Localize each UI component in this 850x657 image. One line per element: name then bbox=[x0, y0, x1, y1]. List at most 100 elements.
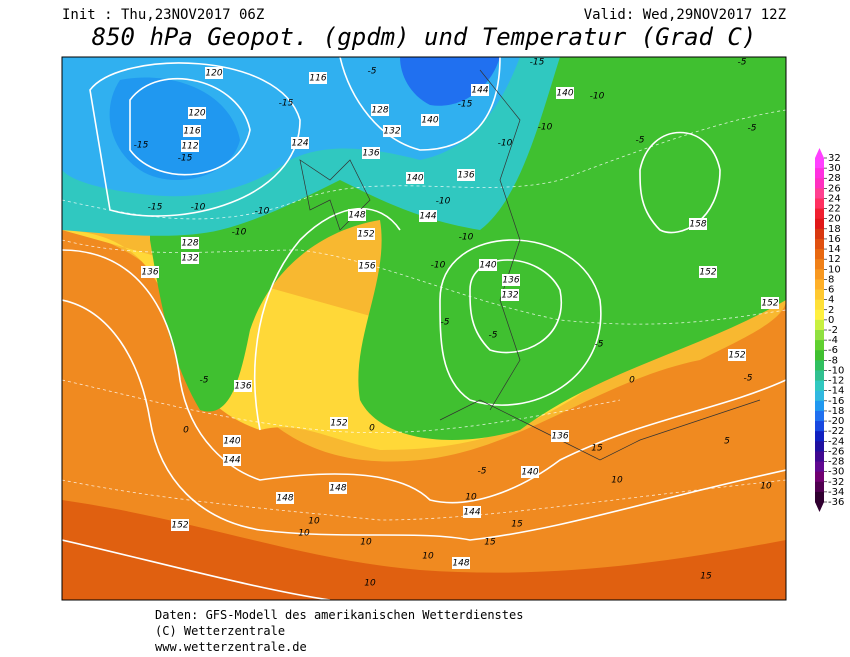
colorbar-label: 14 bbox=[828, 244, 841, 255]
contour-label: 0 bbox=[369, 424, 375, 434]
color-segment bbox=[815, 238, 824, 250]
contour-label: -5 bbox=[738, 58, 747, 68]
contour-label: 152 bbox=[330, 419, 347, 429]
color-segment bbox=[815, 178, 824, 189]
colorbar-label: -6 bbox=[828, 345, 838, 356]
colorbar-label: -14 bbox=[828, 386, 844, 397]
contour-label: 148 bbox=[329, 484, 346, 494]
label-box bbox=[181, 140, 199, 152]
colorbar-label: -36 bbox=[828, 497, 844, 508]
contour-label: 136 bbox=[502, 276, 519, 286]
color-segment bbox=[815, 299, 824, 311]
contour-label: 116 bbox=[183, 127, 200, 137]
contour-label: 140 bbox=[223, 437, 240, 447]
color-segment bbox=[815, 421, 824, 432]
color-segment bbox=[815, 208, 824, 220]
contour bbox=[129, 77, 251, 176]
contour bbox=[254, 207, 401, 431]
contour-label: 152 bbox=[171, 521, 188, 531]
contour bbox=[62, 249, 786, 504]
colorbar-label: -28 bbox=[828, 457, 844, 468]
label-box bbox=[406, 172, 424, 184]
contour-label: -10 bbox=[436, 197, 451, 207]
map-frame bbox=[61, 56, 787, 601]
contour-label: 136 bbox=[362, 149, 379, 159]
colorbar-label: -8 bbox=[828, 355, 838, 366]
contour-label: 152 bbox=[699, 268, 716, 278]
contour-label: -15 bbox=[530, 58, 545, 68]
contour-label: 132 bbox=[181, 254, 198, 264]
colorbar-cap bbox=[815, 502, 824, 512]
label-box bbox=[551, 430, 569, 442]
contour-label: 158 bbox=[689, 220, 706, 230]
contour-label: 10 bbox=[465, 493, 477, 503]
contour-label: 124 bbox=[291, 139, 308, 149]
colorbar-label: 24 bbox=[828, 193, 841, 204]
label-box bbox=[479, 259, 497, 271]
color-segment bbox=[815, 228, 824, 240]
coastline bbox=[479, 69, 521, 411]
color-segment bbox=[815, 370, 824, 382]
label-box bbox=[383, 125, 401, 137]
color-segment bbox=[815, 269, 824, 280]
contour-label: -5 bbox=[441, 318, 450, 328]
contour-label: 15 bbox=[484, 538, 496, 548]
colorbar-label: -30 bbox=[828, 467, 844, 478]
contour-label: 136 bbox=[457, 171, 474, 181]
label-box bbox=[329, 482, 347, 494]
contour-label: -5 bbox=[595, 340, 604, 350]
contour-label: 140 bbox=[421, 116, 438, 126]
footer-line: (C) Wetterzentrale bbox=[155, 624, 285, 638]
contour-label: 152 bbox=[357, 230, 374, 240]
color-segment bbox=[815, 451, 824, 463]
color-segment bbox=[815, 188, 824, 199]
color-segment bbox=[815, 218, 824, 230]
label-box bbox=[761, 297, 779, 309]
label-box bbox=[330, 417, 348, 429]
contour-label: -10 bbox=[498, 139, 513, 149]
contour-label: -10 bbox=[538, 123, 553, 133]
color-segment bbox=[815, 491, 824, 503]
contour-label: 0 bbox=[629, 376, 635, 386]
colorbar-label: 4 bbox=[828, 295, 834, 306]
color-segment bbox=[815, 168, 824, 179]
color-segment bbox=[815, 360, 824, 371]
contour-label: 10 bbox=[360, 538, 372, 548]
colorbar-label: 32 bbox=[828, 153, 841, 164]
contour-label: -5 bbox=[200, 376, 209, 386]
contour-label: 156 bbox=[358, 262, 375, 272]
map-title: 850 hPa Geopot. (gpdm) und Temperatur (G… bbox=[92, 23, 757, 51]
colorbar-label: -20 bbox=[828, 416, 844, 427]
contour-label: -5 bbox=[748, 124, 757, 134]
contour-label: 132 bbox=[501, 291, 518, 301]
colorbar-label: 18 bbox=[828, 224, 841, 235]
contour-label: 15 bbox=[511, 520, 523, 530]
colorbar-label: -10 bbox=[828, 365, 844, 376]
label-box bbox=[357, 228, 375, 240]
contour-label: 120 bbox=[205, 69, 222, 79]
label-box bbox=[419, 210, 437, 222]
color-segment bbox=[815, 330, 824, 341]
color-segment bbox=[815, 259, 824, 270]
cold-core-2 bbox=[400, 57, 500, 106]
label-box bbox=[501, 289, 519, 301]
contour-label: 10 bbox=[611, 476, 623, 486]
contour-label: 132 bbox=[383, 127, 400, 137]
contour bbox=[339, 57, 501, 151]
colorbar-label: 28 bbox=[828, 173, 841, 184]
label-box bbox=[348, 209, 366, 221]
label-box bbox=[452, 557, 470, 569]
label-box bbox=[699, 266, 717, 278]
contour-label: 112 bbox=[181, 142, 198, 152]
label-box bbox=[556, 87, 574, 99]
label-box bbox=[689, 218, 707, 230]
contour-label: 152 bbox=[728, 351, 745, 361]
contour-label: -15 bbox=[279, 99, 294, 109]
label-box bbox=[362, 147, 380, 159]
color-segment bbox=[815, 390, 824, 402]
contour-label: -10 bbox=[232, 228, 247, 238]
contour bbox=[469, 259, 563, 354]
color-segment bbox=[815, 198, 824, 210]
